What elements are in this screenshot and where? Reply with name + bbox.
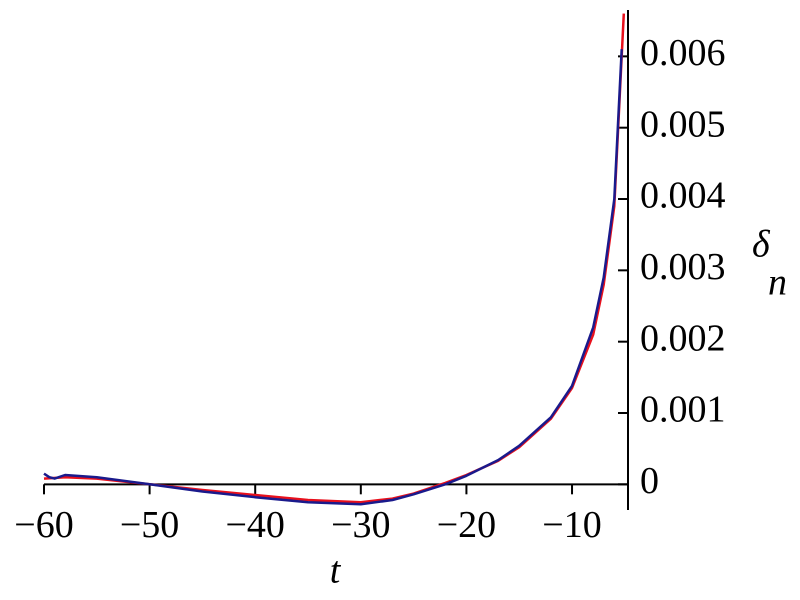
x-tick-label: −20	[437, 504, 496, 546]
x-axis-label: t	[330, 550, 342, 592]
x-tick-label: −60	[14, 504, 73, 546]
data-line	[43, 49, 623, 506]
y-tick-label: 0.003	[640, 246, 726, 288]
x-tick-label: −40	[225, 504, 284, 546]
x-tick-label: −50	[120, 504, 179, 546]
y-tick-label: 0.005	[640, 103, 726, 145]
y-axis-label: δ	[752, 224, 771, 266]
y-axis-label-subscript: n	[768, 262, 787, 304]
y-tick-label: 0.004	[640, 175, 726, 217]
y-tick-label: 0.001	[640, 389, 726, 431]
y-tick-label: 0	[640, 460, 659, 502]
y-tick-label: 0.002	[640, 317, 726, 359]
y-tick-label: 0.006	[640, 32, 726, 74]
x-tick-label: −10	[542, 504, 601, 546]
x-tick-label: −30	[331, 504, 390, 546]
